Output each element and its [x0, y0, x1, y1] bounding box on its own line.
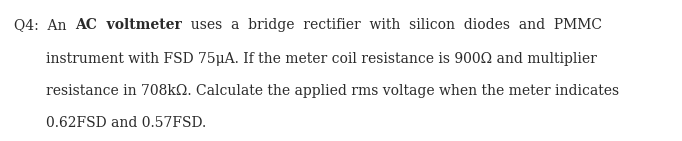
Text: 0.62FSD and 0.57FSD.: 0.62FSD and 0.57FSD.: [46, 116, 206, 130]
Text: instrument with FSD 75μA. If the meter coil resistance is 900Ω and multiplier: instrument with FSD 75μA. If the meter c…: [46, 52, 597, 66]
Text: resistance in 708kΩ. Calculate the applied rms voltage when the meter indicates: resistance in 708kΩ. Calculate the appli…: [46, 84, 619, 98]
Text: Q4:  An: Q4: An: [14, 18, 75, 32]
Text: uses  a  bridge  rectifier  with  silicon  diodes  and  PMMC: uses a bridge rectifier with silicon dio…: [182, 18, 602, 32]
Text: AC  voltmeter: AC voltmeter: [75, 18, 182, 32]
